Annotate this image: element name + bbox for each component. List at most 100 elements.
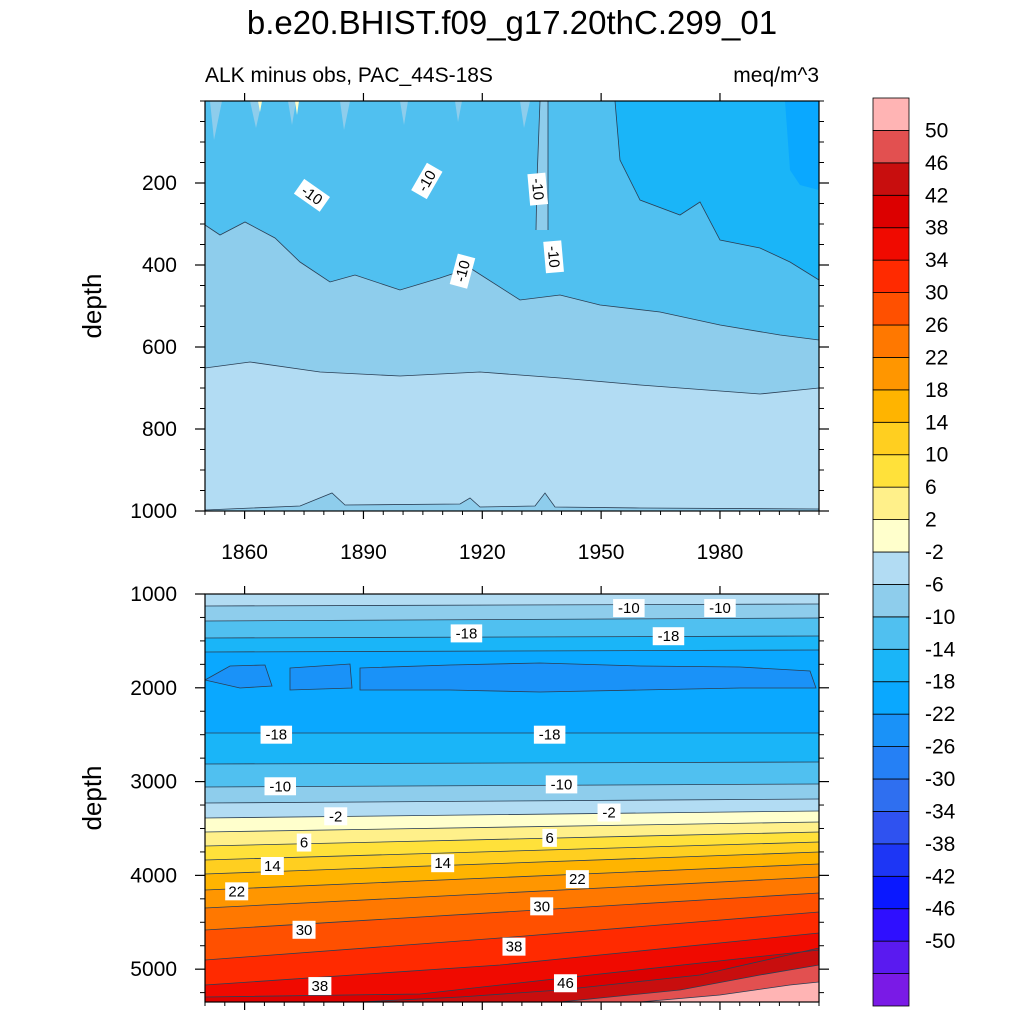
contour-label-bg	[704, 599, 736, 618]
contour-label-bg	[296, 833, 312, 852]
colorbar-swatch	[872, 843, 910, 877]
contour-label-bg	[431, 854, 455, 873]
colorbar-label: -42	[925, 865, 955, 888]
contour-label-bg	[450, 624, 483, 643]
contour-label-bg	[545, 775, 578, 794]
contour-label: -10	[613, 599, 645, 618]
contour-label-bg	[449, 253, 476, 289]
y-tick-label: 200	[142, 172, 177, 195]
colorbar-swatch	[872, 389, 910, 423]
x-tick-label: 1920	[459, 541, 506, 564]
contour-label: -10	[704, 599, 736, 618]
colorbar-swatch	[872, 292, 910, 326]
colorbar-label: -22	[925, 703, 955, 726]
colorbar-swatch	[872, 97, 910, 131]
colorbar-swatch	[872, 454, 910, 488]
y-tick-label: 3000	[130, 771, 177, 794]
contour-label: -10	[264, 777, 297, 796]
colorbar-label: 2	[925, 509, 937, 532]
contour-label: -2	[324, 807, 348, 826]
x-tick-label: 1890	[340, 541, 387, 564]
contour-label: 38	[502, 937, 526, 956]
contour-label: 30	[292, 920, 316, 939]
colorbar-swatch	[872, 973, 910, 1007]
colorbar-swatch	[872, 681, 910, 715]
contour-label-text: 6	[300, 835, 308, 852]
colorbar-label: 26	[925, 314, 948, 337]
contour-label-text: -10	[618, 600, 640, 617]
contour-label-bg	[652, 627, 685, 646]
colorbar-label: 10	[925, 444, 948, 467]
units-label: meq/m^3	[733, 64, 819, 87]
contour-label-bg	[533, 725, 566, 744]
contour-label-text: 38	[312, 978, 329, 995]
colorbar-swatch	[872, 584, 910, 618]
contour-label-text: -18	[658, 628, 680, 645]
lower-panel-axes: 1000 2000 3000 4000 5000	[130, 583, 829, 1010]
colorbar-swatch	[872, 551, 910, 585]
colorbar-swatch	[872, 486, 910, 520]
colorbar-swatch	[872, 194, 910, 229]
contour-label: 46	[553, 974, 577, 993]
y-tick-label: 2000	[130, 677, 177, 700]
contour-label-bg	[597, 803, 621, 822]
y-tick-label: 1000	[130, 500, 177, 523]
band-minus18	[615, 101, 819, 280]
contour-label-text: -18	[539, 727, 561, 744]
colorbar-label: -18	[925, 671, 955, 694]
contour-label-text: -18	[456, 625, 478, 642]
contour-label-bg	[260, 725, 293, 744]
contour-label-bg	[308, 977, 332, 996]
contour-label-text: 6	[545, 830, 553, 847]
contour-label: 14	[431, 854, 455, 873]
contour-label-bg	[553, 974, 577, 993]
colorbar-label: 42	[925, 184, 948, 207]
contour-label: -2	[597, 803, 621, 822]
contour-label: 22	[225, 882, 249, 901]
colorbar-label: 14	[925, 411, 949, 434]
lower-panel-frame	[204, 593, 820, 1003]
contour-label: -10	[527, 172, 549, 206]
lower-panel-contour-labels: -10 -10 -18 -18 -18 -18 -10 -10 -2 -2 6 6 14 14 22 22 30…	[225, 599, 736, 996]
contour-label: -10	[545, 775, 578, 794]
colorbar-swatch	[872, 357, 910, 391]
contour-label-bg	[613, 599, 645, 618]
colorbar-label: -2	[925, 541, 944, 564]
colorbar-swatch	[872, 130, 910, 164]
lower-panel-contour-lines	[205, 603, 819, 1002]
contour-label-bg	[411, 162, 443, 200]
colorbar-label: -30	[925, 768, 955, 791]
colorbar-swatch	[872, 259, 910, 293]
upper-panel-contour-fill	[205, 101, 819, 511]
colorbar-swatch	[872, 940, 910, 974]
y-tick-label: 5000	[130, 958, 177, 981]
upper-panel-axes: 1860 1890 1920 1950 1980 200 400 600 800 1000	[130, 93, 829, 564]
contour-label: 14	[260, 857, 284, 875]
contour-label: -18	[533, 725, 566, 744]
colorbar-label: 50	[925, 119, 948, 142]
contour-label: -18	[450, 624, 483, 643]
contour-label: 6	[296, 833, 312, 852]
contour-label-text: -10	[709, 600, 731, 617]
contour-label-bg	[292, 920, 316, 939]
contour-label-bg	[542, 828, 557, 847]
y-tick-label: 800	[142, 418, 177, 441]
contour-label-text: -2	[602, 805, 615, 822]
colorbar-swatch	[872, 324, 910, 358]
colorbar-swatch	[872, 616, 910, 650]
colorbar-swatch	[872, 811, 910, 845]
contour-label-bg	[264, 777, 297, 796]
y-tick-label: 4000	[130, 864, 177, 887]
contour-label-text: 30	[296, 922, 313, 939]
colorbar-label: -50	[925, 930, 955, 953]
contour-label: -18	[652, 627, 685, 646]
contour-label-text: 46	[557, 975, 574, 992]
colorbar-label: -26	[925, 736, 955, 759]
colorbar-label: -14	[925, 638, 956, 661]
contour-label: 22	[565, 870, 589, 889]
colorbar-label: -6	[925, 573, 944, 596]
colorbar-label: 46	[925, 152, 948, 175]
contour-label-bg	[527, 172, 549, 206]
contour-label-text: 30	[533, 898, 550, 915]
